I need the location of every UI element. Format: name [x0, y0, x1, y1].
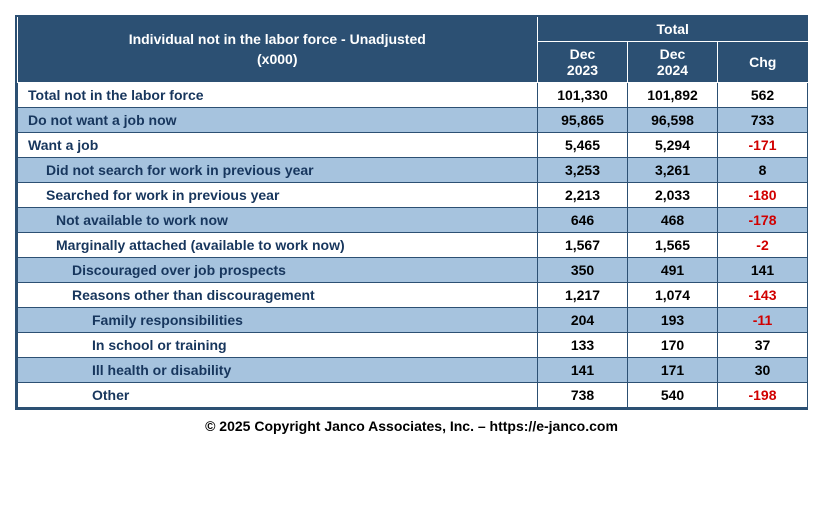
cell-dec-2024: 171	[628, 358, 718, 383]
table-row: Reasons other than discouragement1,2171,…	[18, 283, 808, 308]
cell-chg: -171	[718, 133, 808, 158]
cell-dec-2024: 193	[628, 308, 718, 333]
col-header-chg: Chg	[718, 42, 808, 83]
row-label: Reasons other than discouragement	[18, 283, 538, 308]
table-row: Marginally attached (available to work n…	[18, 233, 808, 258]
cell-dec-2023: 204	[538, 308, 628, 333]
table-row: Not available to work now646468-178	[18, 208, 808, 233]
cell-dec-2023: 133	[538, 333, 628, 358]
row-label: Total not in the labor force	[18, 83, 538, 108]
cell-dec-2024: 101,892	[628, 83, 718, 108]
row-label: Do not want a job now	[18, 108, 538, 133]
cell-dec-2024: 468	[628, 208, 718, 233]
cell-dec-2023: 2,213	[538, 183, 628, 208]
row-label: In school or training	[18, 333, 538, 358]
cell-chg: -11	[718, 308, 808, 333]
table-row: Ill health or disability14117130	[18, 358, 808, 383]
row-label: Discouraged over job prospects	[18, 258, 538, 283]
row-label: Not available to work now	[18, 208, 538, 233]
cell-dec-2023: 738	[538, 383, 628, 408]
table-row: Discouraged over job prospects350491141	[18, 258, 808, 283]
row-label: Other	[18, 383, 538, 408]
cell-dec-2023: 1,217	[538, 283, 628, 308]
cell-dec-2024: 491	[628, 258, 718, 283]
cell-dec-2024: 170	[628, 333, 718, 358]
copyright-notice: © 2025 Copyright Janco Associates, Inc. …	[15, 418, 808, 434]
row-label: Marginally attached (available to work n…	[18, 233, 538, 258]
cell-chg: 733	[718, 108, 808, 133]
cell-chg: 37	[718, 333, 808, 358]
table-title-line2: (x000)	[257, 51, 297, 67]
cell-chg: 30	[718, 358, 808, 383]
cell-dec-2024: 1,565	[628, 233, 718, 258]
cell-dec-2023: 5,465	[538, 133, 628, 158]
table-row: Family responsibilities204193-11	[18, 308, 808, 333]
cell-dec-2023: 1,567	[538, 233, 628, 258]
table-row: Do not want a job now95,86596,598733	[18, 108, 808, 133]
col-header-dec-2023: Dec 2023	[538, 42, 628, 83]
row-label: Did not search for work in previous year	[18, 158, 538, 183]
labor-force-table: Individual not in the labor force - Unad…	[17, 17, 808, 408]
cell-dec-2024: 3,261	[628, 158, 718, 183]
table-title: Individual not in the labor force - Unad…	[18, 17, 538, 83]
cell-chg: -180	[718, 183, 808, 208]
cell-dec-2024: 96,598	[628, 108, 718, 133]
table-title-line1: Individual not in the labor force - Unad…	[129, 31, 426, 47]
cell-chg: 8	[718, 158, 808, 183]
cell-dec-2023: 350	[538, 258, 628, 283]
cell-dec-2023: 3,253	[538, 158, 628, 183]
col-header-dec-2024: Dec 2024	[628, 42, 718, 83]
cell-dec-2024: 1,074	[628, 283, 718, 308]
group-header-total: Total	[538, 17, 808, 42]
cell-dec-2023: 646	[538, 208, 628, 233]
table-row: In school or training13317037	[18, 333, 808, 358]
cell-chg: 141	[718, 258, 808, 283]
labor-force-table-container: Individual not in the labor force - Unad…	[15, 15, 808, 410]
cell-dec-2023: 101,330	[538, 83, 628, 108]
table-row: Other738540-198	[18, 383, 808, 408]
table-body: Total not in the labor force101,330101,8…	[18, 83, 808, 408]
cell-dec-2023: 141	[538, 358, 628, 383]
table-row: Total not in the labor force101,330101,8…	[18, 83, 808, 108]
row-label: Searched for work in previous year	[18, 183, 538, 208]
cell-dec-2023: 95,865	[538, 108, 628, 133]
table-row: Searched for work in previous year2,2132…	[18, 183, 808, 208]
cell-dec-2024: 540	[628, 383, 718, 408]
row-label: Want a job	[18, 133, 538, 158]
cell-chg: -198	[718, 383, 808, 408]
table-row: Did not search for work in previous year…	[18, 158, 808, 183]
cell-chg: -143	[718, 283, 808, 308]
cell-chg: 562	[718, 83, 808, 108]
row-label: Ill health or disability	[18, 358, 538, 383]
cell-chg: -178	[718, 208, 808, 233]
cell-dec-2024: 2,033	[628, 183, 718, 208]
row-label: Family responsibilities	[18, 308, 538, 333]
table-row: Want a job5,4655,294-171	[18, 133, 808, 158]
cell-dec-2024: 5,294	[628, 133, 718, 158]
cell-chg: -2	[718, 233, 808, 258]
